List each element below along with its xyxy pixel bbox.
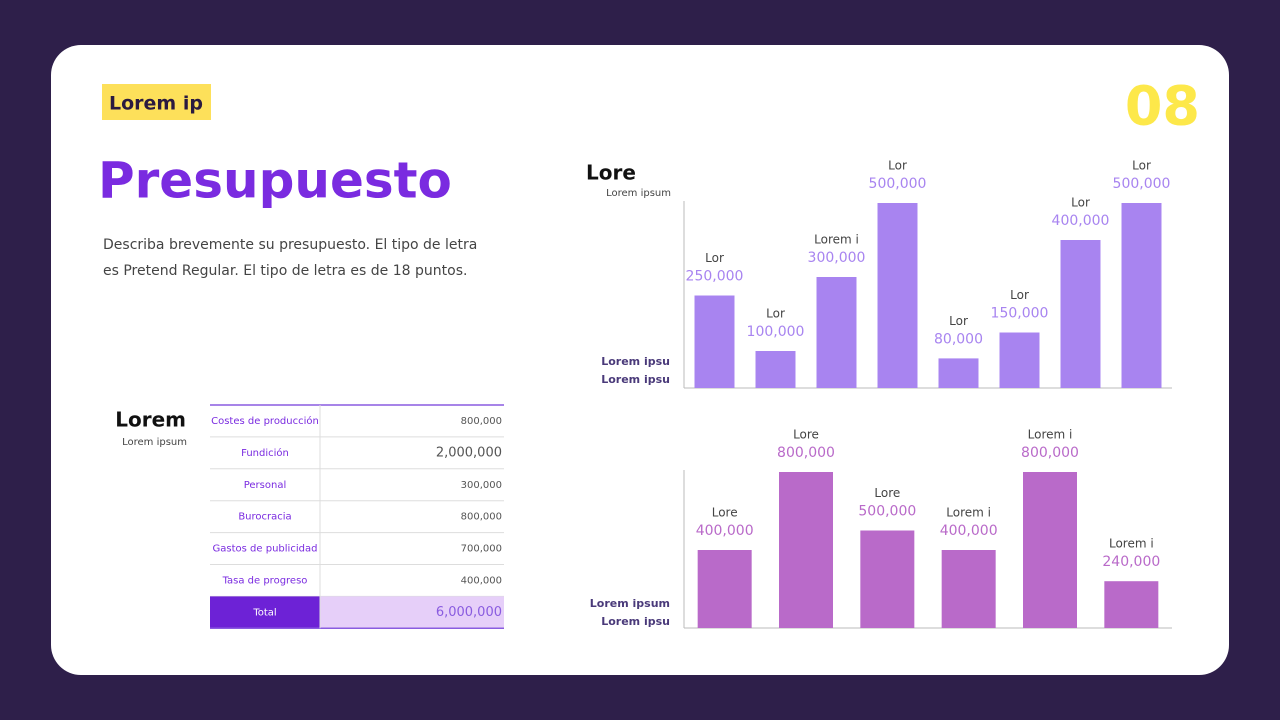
- category-label: Lore: [712, 506, 738, 520]
- axis-label: Lorem ipsu: [601, 355, 670, 368]
- value-label: 400,000: [940, 523, 998, 539]
- total-label-bg: [210, 596, 320, 629]
- bar: [938, 358, 979, 388]
- value-label: 300,000: [808, 250, 866, 266]
- row-value: 800,000: [461, 512, 502, 523]
- category-label: Lorem i: [814, 233, 859, 247]
- row-label: Gastos de publicidad: [213, 544, 318, 555]
- value-label: 500,000: [1113, 176, 1171, 192]
- category-label: Lorem i: [1028, 428, 1073, 442]
- title: Presupuesto: [98, 152, 452, 210]
- category-label: Lor: [1010, 288, 1029, 302]
- category-label: Lor: [705, 251, 724, 265]
- table-subtitle: Lorem ipsum: [122, 437, 187, 448]
- value-label: 400,000: [696, 523, 754, 539]
- charts: Lore Lorem ipsum Lorem ipsu Lorem ipsu 250,0…: [586, 159, 1172, 629]
- category-label: Lorem i: [946, 506, 991, 520]
- row-label: Total: [252, 607, 276, 618]
- row-value: 700,000: [461, 544, 502, 555]
- axis-label: Lorem ipsum: [590, 597, 670, 610]
- badge-bg: [102, 84, 211, 120]
- category-label: Lorem i: [1109, 537, 1154, 551]
- value-label: 800,000: [777, 445, 835, 461]
- row-value: 6,000,000: [436, 605, 502, 620]
- bar: [1104, 581, 1159, 628]
- category-label: Lore: [793, 428, 819, 442]
- row-value: 400,000: [461, 575, 502, 586]
- category-label: Lor: [1132, 159, 1151, 173]
- badge: Lorem ip: [109, 93, 203, 115]
- page-number: 08: [1125, 75, 1200, 138]
- card: [51, 45, 1229, 675]
- bar: [1121, 203, 1162, 388]
- row-label: Fundición: [241, 447, 289, 459]
- value-label: 250,000: [686, 269, 744, 285]
- chart-subtitle: Lorem ipsum: [606, 188, 671, 199]
- bar: [755, 351, 796, 388]
- table-title: Lorem: [115, 408, 186, 432]
- bar: [816, 277, 857, 388]
- category-label: Lor: [949, 314, 968, 328]
- row-label: Burocracia: [238, 512, 291, 523]
- value-label: 400,000: [1052, 213, 1110, 229]
- chart-title: Lore: [586, 161, 636, 185]
- bar: [941, 550, 996, 628]
- row-value: 800,000: [461, 416, 502, 427]
- table: Costes de producción 800,000 Fundición 2,00…: [210, 404, 504, 630]
- category-label: Lore: [874, 486, 900, 500]
- bar: [999, 332, 1040, 388]
- value-label: 800,000: [1021, 445, 1079, 461]
- row-label: Tasa de progreso: [222, 575, 308, 586]
- bar: [779, 472, 833, 628]
- value-label: 150,000: [991, 306, 1049, 322]
- value-label: 240,000: [1102, 554, 1160, 570]
- category-label: Lor: [1071, 196, 1090, 210]
- bar: [877, 203, 918, 388]
- value-label: 500,000: [869, 176, 927, 192]
- value-label: 80,000: [934, 331, 983, 347]
- bar: [860, 530, 915, 628]
- row-value: 2,000,000: [436, 445, 502, 460]
- row-label: Costes de producción: [211, 415, 319, 427]
- row-value: 300,000: [461, 480, 502, 491]
- bar: [1023, 472, 1077, 628]
- total-value-bg: [320, 596, 504, 629]
- category-label: Lor: [766, 307, 785, 321]
- row-label: Personal: [244, 480, 287, 491]
- axis-label: Lorem ipsu: [601, 615, 670, 628]
- bar: [694, 295, 735, 388]
- bar: [697, 550, 752, 628]
- value-label: 100,000: [747, 324, 805, 340]
- description: Describa brevemente su presupuesto. El t…: [103, 237, 478, 279]
- bar: [1060, 240, 1101, 388]
- value-label: 500,000: [858, 504, 916, 520]
- category-label: Lor: [888, 159, 907, 173]
- axis-label: Lorem ipsu: [601, 373, 670, 386]
